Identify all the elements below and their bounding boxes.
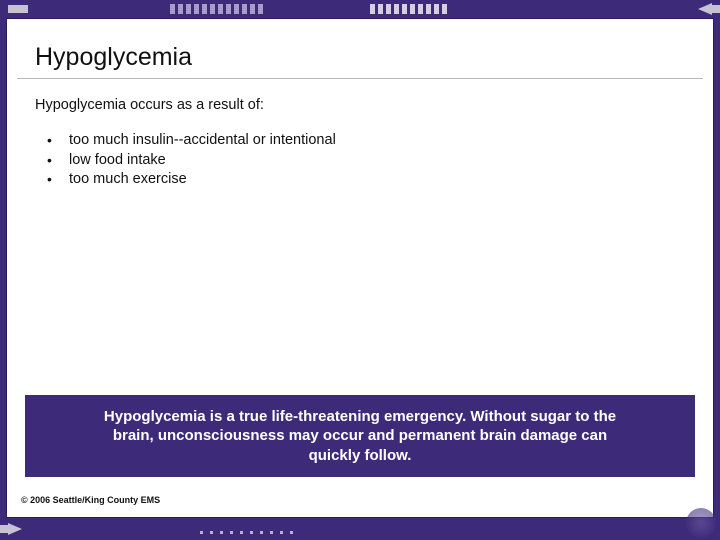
copyright-text: © 2006 Seattle/King County EMS xyxy=(21,495,160,505)
title-container: Hypoglycemia xyxy=(17,19,703,79)
list-item: too much insulin--accidental or intentio… xyxy=(69,131,685,151)
deco-dots xyxy=(200,531,293,534)
slide-body: Hypoglycemia occurs as a result of: too … xyxy=(7,79,713,190)
arrow-left-icon xyxy=(698,3,712,15)
list-item: too much exercise xyxy=(69,170,685,190)
top-decoration-bar xyxy=(0,0,720,18)
highlight-callout: Hypoglycemia is a true life-threatening … xyxy=(25,395,695,478)
bullet-list: too much insulin--accidental or intentio… xyxy=(35,131,685,190)
bottom-decoration-bar xyxy=(0,518,720,540)
slide-card: Hypoglycemia Hypoglycemia occurs as a re… xyxy=(6,18,714,518)
arrow-right-icon xyxy=(8,523,22,535)
deco-segment xyxy=(8,5,28,13)
intro-text: Hypoglycemia occurs as a result of: xyxy=(35,97,685,113)
seal-icon xyxy=(686,508,716,538)
deco-dots xyxy=(170,4,263,14)
deco-dots xyxy=(370,4,447,14)
list-item: low food intake xyxy=(69,151,685,171)
slide-title: Hypoglycemia xyxy=(35,43,685,72)
